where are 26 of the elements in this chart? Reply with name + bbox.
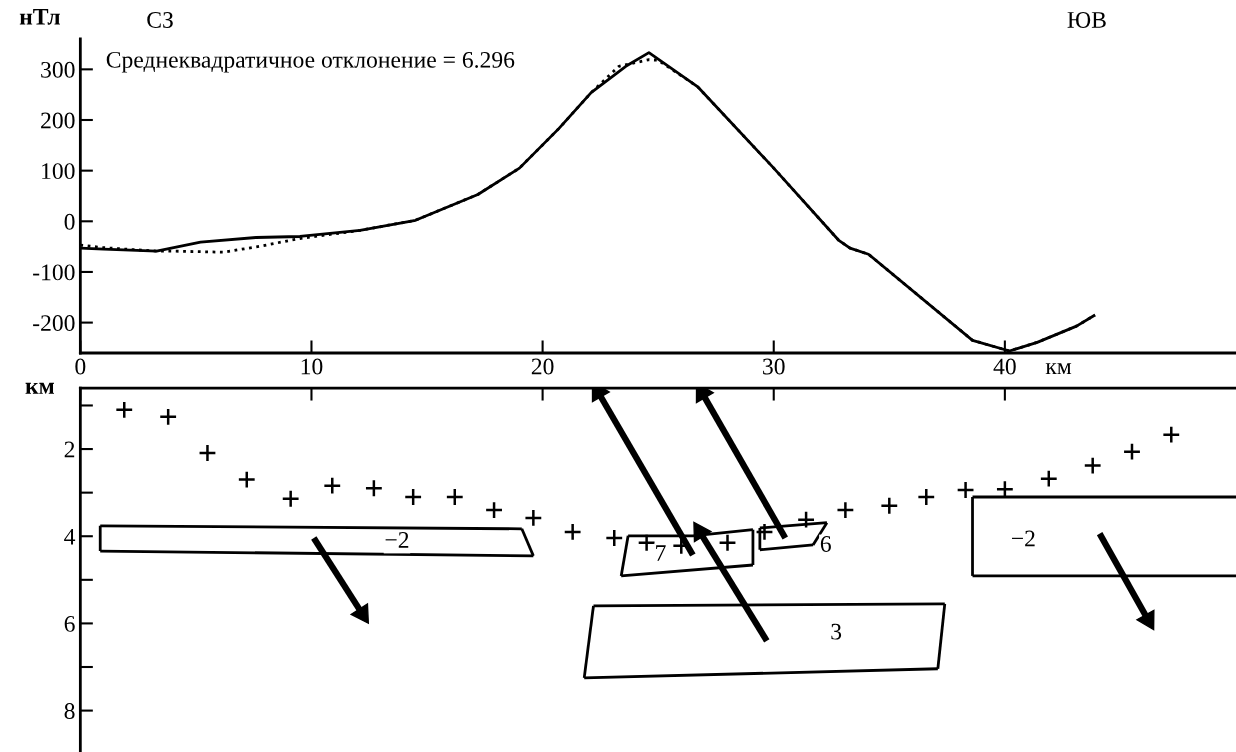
y-tick-label: -100 — [33, 264, 75, 281]
text: СЗ — [147, 12, 173, 28]
annotation: 3 — [831, 623, 842, 640]
text: ЮВ — [1067, 12, 1106, 28]
y-tick-label: 4 — [64, 528, 76, 545]
annotation: 6 — [820, 536, 831, 552]
x-tick-label: 30 — [763, 358, 785, 375]
annotation: −2 — [385, 532, 409, 548]
x-tick-label: 20 — [531, 358, 554, 375]
y-tick-label: 2 — [64, 441, 75, 458]
annotation: Среднеквадратичное отклонение = 6.296 — [106, 51, 515, 73]
y-tick-label: 8 — [64, 703, 75, 720]
y-axis-title: км — [25, 382, 54, 394]
y-tick-label: 200 — [41, 112, 75, 129]
annotation: 7 — [656, 545, 666, 561]
x-axis-title: км — [1045, 363, 1072, 375]
x-tick-label: 10 — [301, 358, 323, 375]
y-tick-label: 6 — [64, 615, 75, 632]
annotation: −2 — [1011, 530, 1035, 547]
y-tick-label: -200 — [33, 315, 75, 332]
y-axis-title: нТл — [19, 9, 60, 25]
x-tick-label: 40 — [993, 358, 1016, 375]
y-tick-label: 100 — [42, 163, 75, 180]
y-tick-label: 300 — [41, 61, 75, 78]
x-tick-label: 0 — [75, 358, 86, 375]
y-tick-label: 0 — [64, 213, 75, 230]
